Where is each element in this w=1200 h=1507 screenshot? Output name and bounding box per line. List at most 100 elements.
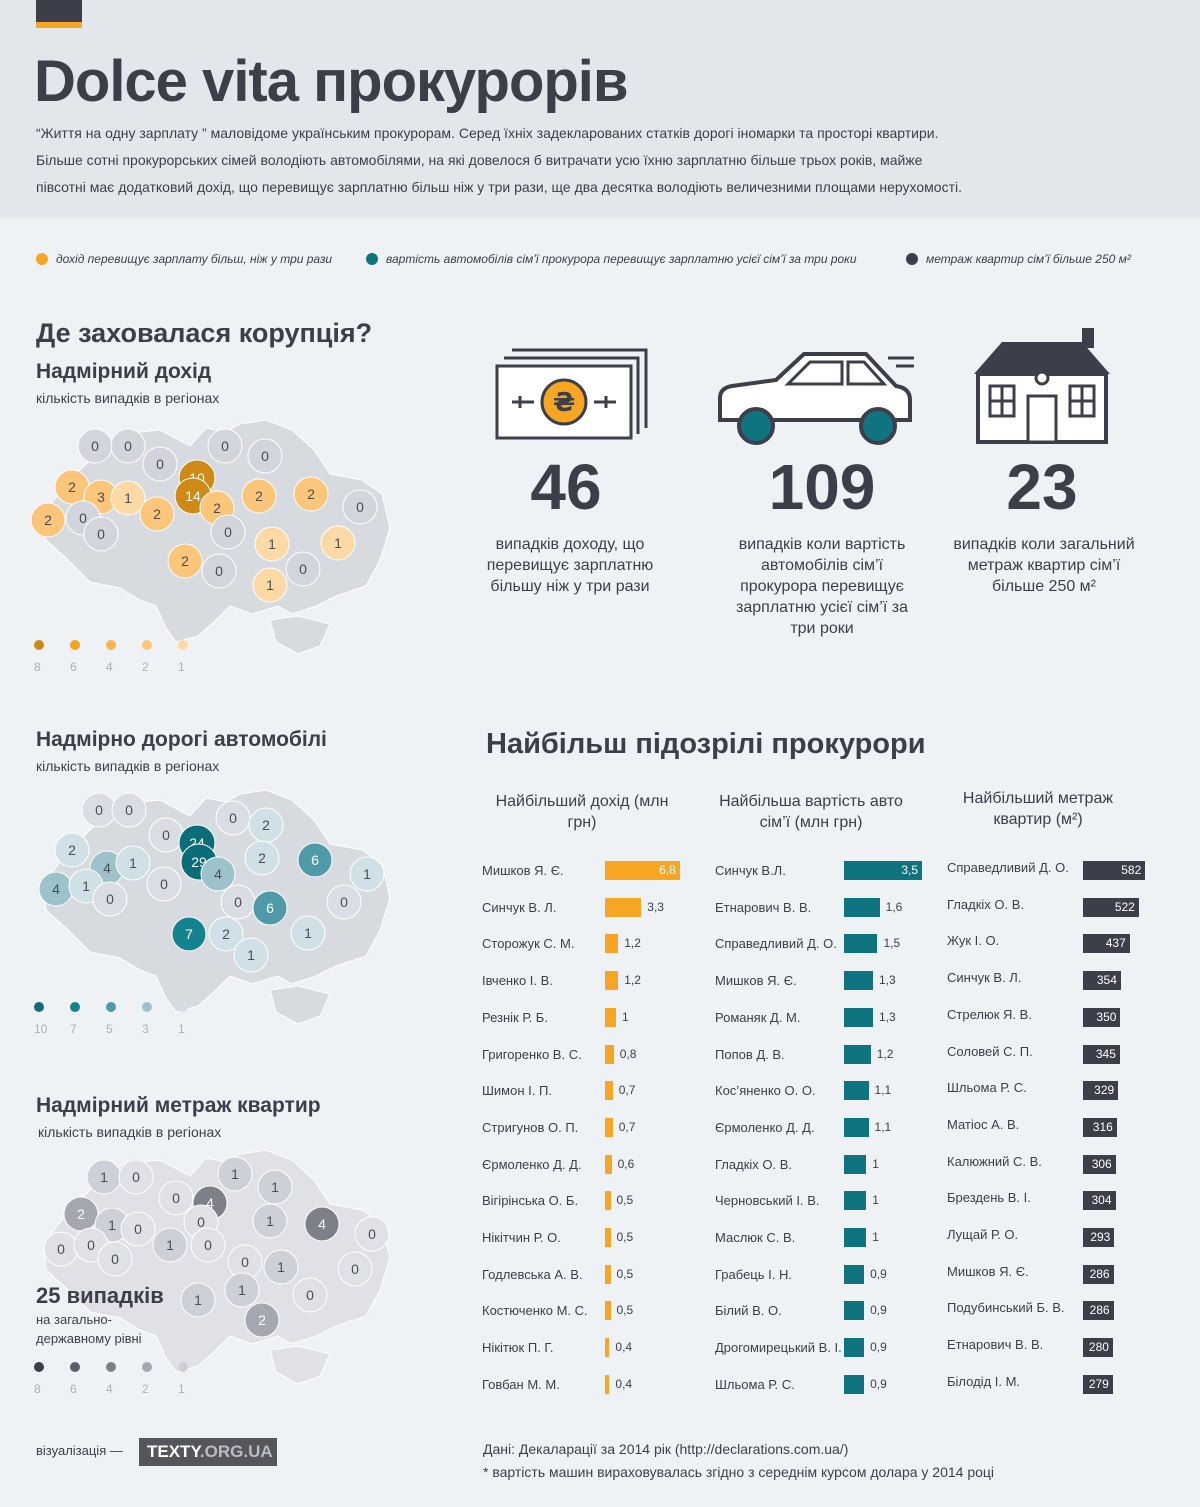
map-region-value: 0 — [197, 1214, 205, 1230]
bar-value: 1,6 — [885, 899, 903, 914]
bar: 437 — [1083, 934, 1130, 954]
map-region-value: 2 — [44, 512, 52, 528]
scale-label: 2 — [142, 660, 149, 674]
legend-label: дохід перевищує зарплату більш, ніж у тр… — [56, 252, 333, 266]
bar — [605, 934, 619, 954]
bar-label: Шльома Р. С. — [947, 1080, 1027, 1096]
map-cars-scale: 10 7 5 3 1 — [34, 1002, 214, 1036]
map-region — [292, 1277, 328, 1313]
bar-label: Синчук В. Л. — [947, 970, 1022, 986]
bar-value: 350 — [1096, 1009, 1117, 1024]
scale-step: 1 — [178, 640, 214, 674]
scale-label: 1 — [178, 660, 185, 674]
map-region-value: 1 — [271, 1179, 279, 1195]
scale-dot-icon — [34, 1002, 44, 1012]
map-region — [254, 526, 290, 562]
bar: 293 — [1083, 1228, 1115, 1247]
bar-value: 293 — [1090, 1230, 1111, 1244]
brand-logo[interactable]: TEXTY.ORG.UA — [139, 1438, 277, 1466]
scale-step: 5 — [106, 1002, 142, 1036]
map-region-value: 0 — [97, 526, 105, 542]
bar-label: Черновський І. В. — [715, 1193, 820, 1209]
bar-value: 1 — [622, 1009, 629, 1024]
map-area-subtitle: кількість випадків в регіонах — [38, 1124, 222, 1140]
map-region-value: 0 — [368, 1226, 376, 1242]
map-region — [285, 551, 321, 587]
bar: 582 — [1083, 861, 1146, 880]
map-region — [54, 832, 90, 868]
bar-value: 345 — [1095, 1046, 1116, 1061]
bar — [844, 1154, 867, 1174]
map-region — [247, 438, 283, 474]
map-region-value: 0 — [156, 456, 164, 472]
page-title: Dolce vita прокурорів — [34, 49, 629, 114]
map-region — [110, 480, 146, 516]
scale-dot-icon — [70, 640, 80, 650]
map-region — [293, 476, 329, 512]
bar-value: 0,9 — [870, 1376, 887, 1391]
chart-cars-title: Найбільша вартість авто сім’ї (млн грн) — [719, 793, 903, 831]
bar-label: Брездень В. І. — [947, 1190, 1031, 1206]
map-region-value: 2 — [68, 842, 76, 858]
map-region-value: 2 — [255, 488, 263, 504]
map-region — [320, 525, 356, 561]
bar-value: 316 — [1092, 1119, 1113, 1134]
scale-label: 2 — [142, 1382, 149, 1396]
bar-label: Годлевська А. В. — [482, 1266, 583, 1282]
bar-value: 1,1 — [874, 1083, 892, 1098]
bar-label: Матіос А. В. — [947, 1116, 1020, 1132]
map-region-value: 0 — [241, 1254, 249, 1270]
bar: 306 — [1083, 1154, 1116, 1174]
bar — [844, 1338, 865, 1358]
bar-label: Подубинський Б. В. — [947, 1300, 1065, 1316]
bar-label: Соловей С. П. — [947, 1043, 1033, 1059]
map-region-value: 1 — [363, 866, 371, 882]
map-region-value: 2 — [307, 486, 315, 502]
bar-value: 522 — [1114, 899, 1135, 914]
map-region — [110, 428, 146, 464]
bar — [844, 1081, 869, 1101]
stat-cars-value: 109 — [768, 451, 876, 523]
scale-label: 5 — [106, 1022, 113, 1036]
bar: 354 — [1083, 971, 1121, 991]
scale-step: 8 — [34, 640, 70, 674]
map-region-value: 0 — [124, 438, 132, 454]
map-region — [233, 937, 269, 973]
map-income-scale: 8 6 4 2 1 — [34, 640, 214, 674]
bar-value: 582 — [1121, 863, 1142, 877]
bar-label: Білодід І. М. — [947, 1373, 1021, 1389]
map-region — [224, 1272, 260, 1308]
map-region — [342, 489, 378, 525]
bar-value: 3,3 — [647, 899, 664, 914]
legend-label: метраж квартир сім’ї більше 250 м² — [926, 252, 1131, 266]
map-region — [263, 1249, 299, 1285]
map-income-title: Надмірний дохід — [36, 360, 212, 383]
scale-label: 1 — [178, 1382, 185, 1396]
map-region-value: 1 — [166, 1237, 174, 1253]
bar-value: 0,4 — [615, 1376, 633, 1391]
map-region — [257, 1169, 293, 1205]
bar-value: 0,7 — [618, 1119, 636, 1134]
bar-label: Калюжний С. В. — [947, 1153, 1042, 1169]
bar: 345 — [1083, 1044, 1120, 1064]
bar-value: 1 — [872, 1156, 879, 1171]
map-region-value: 0 — [87, 1237, 95, 1253]
brand-rest: .ORG.UA — [199, 1442, 273, 1461]
map-region-value: 1 — [334, 535, 342, 551]
bar: 350 — [1083, 1007, 1121, 1027]
scale-step: 4 — [106, 640, 142, 674]
intro-line: “Життя на одну зарплату ” маловідоме укр… — [36, 125, 939, 141]
bar — [605, 1191, 611, 1211]
map-region-value: 0 — [160, 876, 168, 892]
scale-dot-icon — [142, 640, 152, 650]
bar — [844, 971, 873, 991]
map-region-value: 3 — [97, 489, 105, 505]
scale-step: 3 — [142, 1002, 178, 1036]
map-cars-title: Надмірно дорогі автомобілі — [36, 728, 327, 751]
chart-area-title: Найбільший метраж квартир (м²) — [962, 790, 1114, 828]
bar-value: 329 — [1094, 1083, 1115, 1098]
bar — [844, 1191, 867, 1211]
map-region-value: 6 — [266, 900, 274, 916]
bar-label: Попов Д. В. — [715, 1046, 785, 1062]
map-region-value: 4 — [318, 1216, 326, 1232]
